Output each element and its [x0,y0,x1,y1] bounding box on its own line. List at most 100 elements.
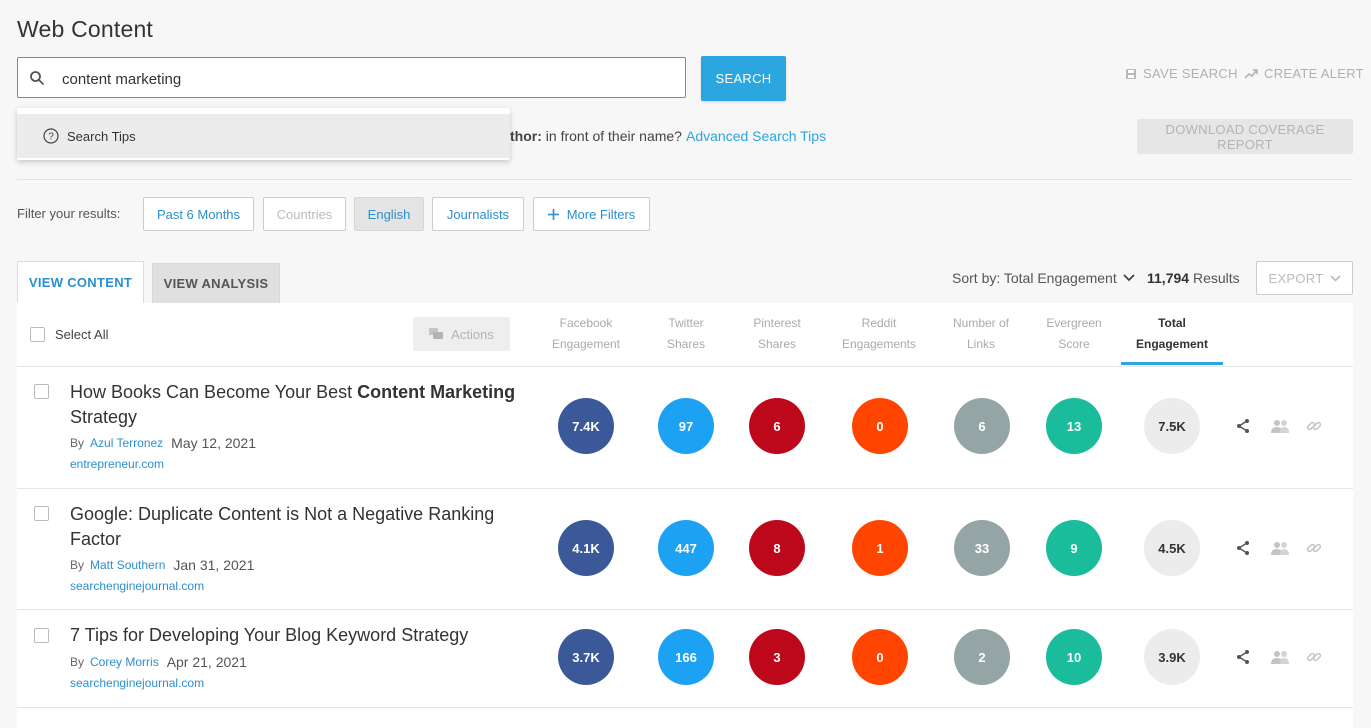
col-facebook-engagement[interactable]: Facebook Engagement [536,313,636,355]
col-total-engagement[interactable]: Total Engagement [1122,313,1222,355]
row-checkbox[interactable] [34,628,49,643]
chevron-down-icon [1329,274,1341,282]
twitter-shares-badge: 447 [658,520,714,576]
share-icon[interactable] [1235,418,1251,434]
table-header: Select All Actions Facebook Engagement Tw… [17,303,1353,367]
col-links-line2: Links [966,337,995,351]
search-tips-item[interactable]: ? Search Tips [17,114,510,158]
article-title-link[interactable]: Google: Duplicate Content is Not a Negat… [70,502,520,552]
author-link[interactable]: Matt Southern [90,558,166,572]
search-input[interactable] [60,66,664,92]
col-facebook-line2: Engagement [551,337,621,351]
people-icon[interactable] [1270,649,1290,665]
article-title-highlight: Content Marketing [357,382,516,402]
col-twitter-line1: Twitter [668,316,704,330]
table-row: How Books Can Become Your Best Content M… [17,367,1353,489]
filter-more-filters[interactable]: More Filters [533,197,650,231]
divider [17,179,1353,180]
search-dropdown: ? Search Tips [17,108,510,160]
search-tips-label: Search Tips [67,128,136,144]
evergreen-score-badge: 10 [1046,629,1102,685]
chevron-down-icon [1123,274,1135,282]
results-number: 11,794 [1147,270,1190,286]
number-of-links-badge: 2 [954,629,1010,685]
active-sort-indicator [1121,362,1223,365]
col-total-line2: Engagement [1135,337,1208,351]
twitter-shares-badge: 166 [658,629,714,685]
total-engagement-badge: 7.5K [1144,398,1200,454]
col-total-line1: Total [1158,316,1186,330]
link-icon[interactable] [1306,540,1322,556]
evergreen-score-badge: 13 [1046,398,1102,454]
tab-view-content[interactable]: VIEW CONTENT [17,261,144,303]
domain-link[interactable]: searchenginejournal.com [70,579,205,593]
col-twitter-shares[interactable]: Twitter Shares [636,313,736,355]
tab-view-analysis[interactable]: VIEW ANALYSIS [152,263,280,303]
link-icon[interactable] [1306,418,1322,434]
share-icon[interactable] [1235,540,1251,556]
search-box[interactable] [17,57,686,98]
pinterest-shares-badge: 3 [749,629,805,685]
facebook-engagement-badge: 4.1K [558,520,614,576]
create-alert-label: CREATE ALERT [1264,66,1364,81]
article-title-post: Strategy [70,407,138,427]
col-number-of-links[interactable]: Number of Links [931,313,1031,355]
reddit-engagements-badge: 0 [852,629,908,685]
results-count: 11,794 Results [1147,270,1240,286]
col-evergreen-line2: Score [1058,337,1090,351]
col-reddit-engagements[interactable]: Reddit Engagements [829,313,929,355]
save-search-button[interactable]: SAVE SEARCH [1125,66,1238,81]
col-links-line1: Number of [952,316,1010,330]
results-table: Select All Actions Facebook Engagement Tw… [17,303,1353,728]
number-of-links-badge: 6 [954,398,1010,454]
col-twitter-line2: Shares [666,337,706,351]
save-icon [1126,68,1136,79]
filter-journalists[interactable]: Journalists [432,197,524,231]
article-title-link[interactable]: How Books Can Become Your Best Content M… [70,380,520,430]
results-label: Results [1189,270,1240,286]
filter-past-6-months[interactable]: Past 6 Months [143,197,254,231]
page-title: Web Content [17,16,154,42]
twitter-shares-badge: 97 [658,398,714,454]
article-title-link[interactable]: 7 Tips for Developing Your Blog Keyword … [70,623,520,648]
total-engagement-badge: 3.9K [1144,629,1200,685]
advanced-search-tips-link[interactable]: Advanced Search Tips [686,128,827,144]
col-evergreen-score[interactable]: Evergreen Score [1024,313,1124,355]
search-hint-rest: in front of their name? [541,128,682,144]
author-link[interactable]: Corey Morris [90,655,159,669]
reddit-engagements-badge: 1 [852,520,908,576]
filter-countries[interactable]: Countries [263,197,346,231]
sort-dropdown[interactable]: Sort by: Total Engagement [952,270,1135,286]
actions-button[interactable]: Actions [413,317,510,351]
download-coverage-report-button[interactable]: DOWNLOAD COVERAGE REPORT [1137,119,1353,154]
by-label: By [70,436,85,450]
export-button[interactable]: EXPORT [1256,261,1353,295]
sort-label: Sort by: Total Engagement [952,270,1117,286]
article-title-pre: How Books Can Become Your Best [70,382,358,402]
trend-icon [1244,68,1258,79]
col-reddit-line2: Engagements [841,337,917,351]
search-icon [30,71,44,85]
share-icon[interactable] [1235,649,1251,665]
byline: By Matt Southern Jan 31, 2021 [70,557,254,573]
people-icon[interactable] [1270,418,1290,434]
author-link[interactable]: Azul Terronez [90,436,164,450]
reddit-engagements-badge: 0 [852,398,908,454]
domain-link[interactable]: entrepreneur.com [70,457,165,471]
pinterest-shares-badge: 6 [749,398,805,454]
select-all-checkbox[interactable] [30,327,45,342]
domain-link[interactable]: searchenginejournal.com [70,676,205,690]
create-alert-button[interactable]: CREATE ALERT [1244,66,1364,81]
by-label: By [70,655,85,669]
col-evergreen-line1: Evergreen [1046,316,1102,330]
link-icon[interactable] [1306,649,1322,665]
col-pinterest-shares[interactable]: Pinterest Shares [727,313,827,355]
row-checkbox[interactable] [34,506,49,521]
facebook-engagement-badge: 3.7K [558,629,614,685]
filter-english[interactable]: English [354,197,424,231]
row-checkbox[interactable] [34,384,49,399]
people-icon[interactable] [1270,540,1290,556]
publish-date: May 12, 2021 [171,435,257,451]
search-button[interactable]: SEARCH [701,56,786,101]
total-engagement-badge: 4.5K [1144,520,1200,576]
